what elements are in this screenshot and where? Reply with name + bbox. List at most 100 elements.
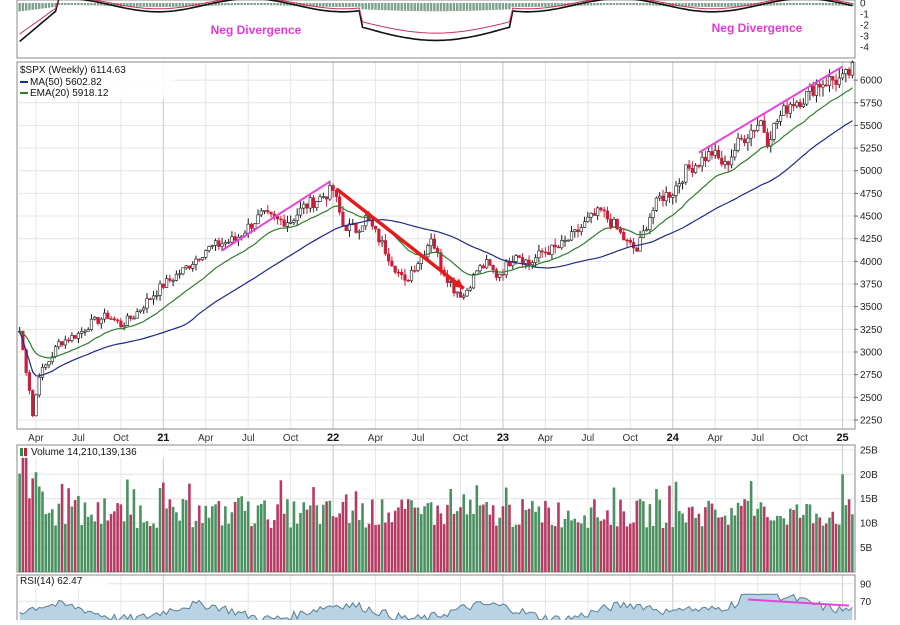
indicator-histogram-bar xyxy=(54,3,57,7)
rsi-label: RSI(14) 62.47 xyxy=(20,576,83,587)
volume-legend-swatch-up xyxy=(20,448,23,456)
indicator-histogram-bar xyxy=(328,3,332,7)
indicator-signal-line xyxy=(19,0,853,35)
volume-bar xyxy=(560,527,564,572)
indicator-histogram-bar xyxy=(250,3,253,5)
candle-body xyxy=(122,325,126,328)
volume-bar xyxy=(544,500,547,572)
indicator-axis-label: -2 xyxy=(860,21,869,32)
candle-body xyxy=(204,250,208,258)
candle-body xyxy=(782,105,786,116)
volume-bar xyxy=(756,508,759,572)
volume-bar xyxy=(642,501,645,572)
volume-bar xyxy=(126,479,129,572)
volume-bar xyxy=(655,489,658,572)
volume-bar xyxy=(148,525,152,572)
volume-bar xyxy=(442,524,446,572)
candle-body xyxy=(373,226,378,230)
candle-body xyxy=(197,258,201,261)
candle-body xyxy=(530,262,534,266)
indicator-histogram-bar xyxy=(495,3,498,10)
candle-body xyxy=(605,210,610,220)
volume-bar xyxy=(387,512,390,572)
volume-bar xyxy=(178,520,181,572)
candle-body xyxy=(723,161,727,165)
candle-body xyxy=(661,195,665,202)
volume-bar xyxy=(792,509,795,572)
volume-bar xyxy=(851,514,854,572)
volume-bar xyxy=(524,509,528,572)
indicator-histogram-bar xyxy=(795,3,799,6)
candle-body xyxy=(276,216,280,220)
indicator-histogram-bar xyxy=(531,3,534,7)
volume-bar xyxy=(455,511,459,572)
indicator-histogram-bar xyxy=(80,3,83,6)
candle-body xyxy=(687,164,691,169)
candle-body xyxy=(191,264,195,269)
volume-bar xyxy=(550,524,554,572)
indicator-histogram-bar xyxy=(142,3,145,7)
candle-body xyxy=(409,270,414,282)
indicator-histogram-bar xyxy=(635,3,639,6)
volume-bar xyxy=(86,516,90,572)
candle-body xyxy=(249,223,254,229)
indicator-histogram-bar xyxy=(465,3,469,11)
indicator-histogram-bar xyxy=(224,3,227,6)
candle-body xyxy=(217,240,221,247)
indicator-histogram-bar xyxy=(256,3,260,6)
candle-body xyxy=(671,195,675,198)
price-axis-label: 5250 xyxy=(860,144,883,155)
x-axis-month-label: Oct xyxy=(623,433,639,444)
volume-bar xyxy=(439,513,443,572)
indicator-histogram-bar xyxy=(354,3,358,7)
volume-bar xyxy=(96,502,100,572)
volume-bar xyxy=(299,513,302,572)
volume-bar xyxy=(720,517,724,572)
volume-bar xyxy=(429,502,433,572)
volume-bar xyxy=(397,507,400,572)
candle-body xyxy=(34,394,38,417)
indicator-histogram-bar xyxy=(818,3,821,6)
volume-bar xyxy=(282,513,286,572)
volume-bar xyxy=(341,501,345,572)
x-axis-month-label: Jul xyxy=(581,433,594,444)
ma50-legend-label: MA(50) 5602.82 xyxy=(30,77,102,88)
volume-bar xyxy=(103,498,106,572)
candle-body xyxy=(560,240,564,249)
candle-body xyxy=(485,259,489,269)
volume-bar xyxy=(152,523,155,572)
candle-body xyxy=(785,105,789,114)
indicator-histogram-bar xyxy=(524,3,528,7)
indicator-histogram-bar xyxy=(113,3,116,7)
candle-body xyxy=(778,115,783,122)
volume-bar xyxy=(295,523,299,572)
indicator-histogram-bar xyxy=(263,3,266,6)
indicator-histogram-bar xyxy=(505,3,508,10)
indicator-histogram-bar xyxy=(746,3,750,7)
candle-body xyxy=(145,298,149,309)
indicator-histogram-bar xyxy=(645,3,648,6)
candle-body xyxy=(736,137,740,151)
indicator-histogram-bar xyxy=(318,3,322,7)
volume-bar xyxy=(37,486,41,572)
indicator-histogram-bar xyxy=(733,3,737,7)
candle-body xyxy=(612,218,616,228)
volume-bar xyxy=(237,497,240,572)
volume-bar xyxy=(805,504,808,572)
indicator-histogram-bar xyxy=(426,3,430,12)
overlay-layer xyxy=(19,65,853,377)
volume-bar xyxy=(259,504,263,572)
candle-body xyxy=(109,318,113,320)
candle-body xyxy=(210,245,214,247)
candle-body xyxy=(527,259,531,266)
volume-bar xyxy=(354,491,358,572)
volume-bar xyxy=(384,522,387,572)
candle-body xyxy=(370,220,374,227)
candle-body xyxy=(328,185,332,200)
rsi-legend-backdrop xyxy=(18,576,108,588)
volume-axis-label: 20B xyxy=(860,470,878,481)
indicator-histogram-bar xyxy=(779,3,782,6)
indicator-histogram-bar xyxy=(785,3,789,6)
indicator-histogram-bar xyxy=(38,3,41,9)
